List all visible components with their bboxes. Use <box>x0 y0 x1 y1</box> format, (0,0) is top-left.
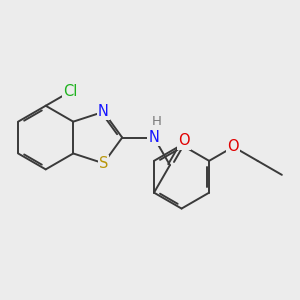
Text: N: N <box>148 130 160 145</box>
Text: O: O <box>178 134 190 148</box>
Text: H: H <box>152 115 161 128</box>
Text: S: S <box>99 156 108 171</box>
Text: Cl: Cl <box>63 84 78 99</box>
Text: O: O <box>227 140 239 154</box>
Text: N: N <box>98 104 109 119</box>
